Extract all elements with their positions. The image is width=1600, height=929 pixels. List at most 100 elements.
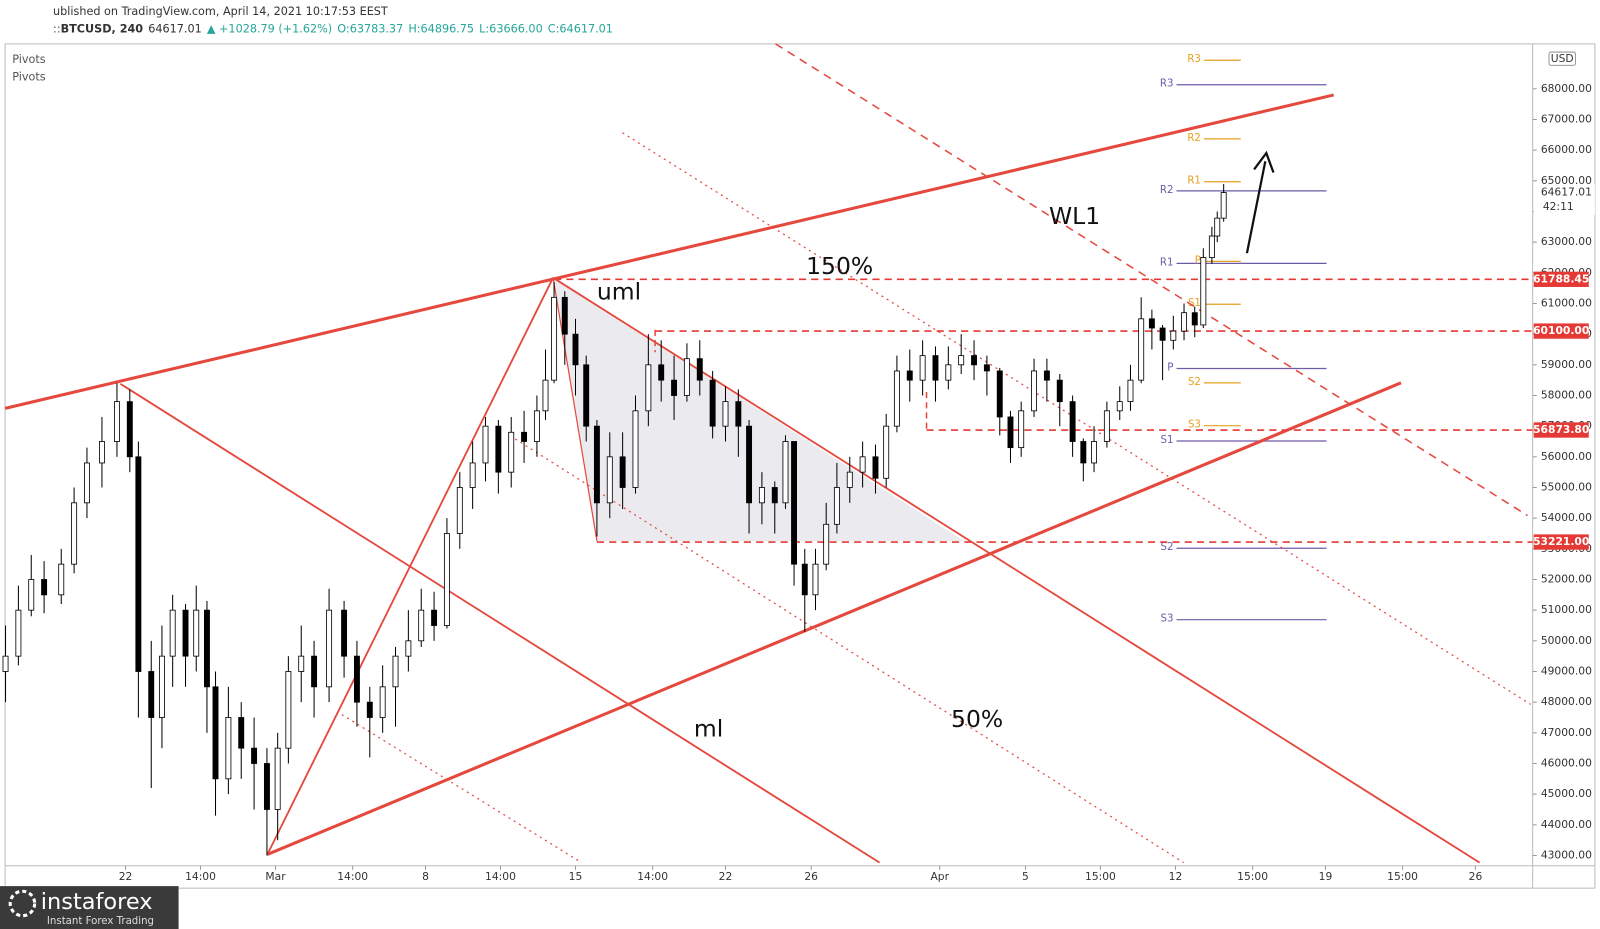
candle-body bbox=[456, 487, 463, 534]
y-tick-label: 55000.00 bbox=[1541, 480, 1592, 493]
candle-body bbox=[238, 717, 245, 749]
candle-body bbox=[182, 609, 189, 657]
y-tick-label: 58000.00 bbox=[1541, 388, 1592, 401]
pivot-label: R3 bbox=[1160, 79, 1174, 90]
candle-body bbox=[1138, 318, 1145, 381]
candle-body bbox=[148, 671, 155, 718]
candle-body bbox=[443, 533, 450, 626]
candle-body bbox=[135, 456, 142, 672]
x-tick-label: 12 bbox=[1169, 870, 1183, 883]
candle-body bbox=[671, 379, 678, 396]
upper-trendline bbox=[4, 93, 1335, 410]
candle-body bbox=[98, 441, 105, 464]
x-tick-label: 22 bbox=[119, 870, 133, 883]
x-tick-label: 14:00 bbox=[337, 870, 368, 883]
candle-body bbox=[285, 671, 292, 749]
candle-body bbox=[645, 364, 652, 412]
x-tick-label: 5 bbox=[1022, 870, 1029, 883]
candle-body bbox=[801, 563, 808, 596]
logo-tagline: Instant Forex Trading bbox=[47, 916, 154, 927]
candle-body bbox=[1191, 312, 1198, 326]
candle-body bbox=[169, 609, 176, 657]
candle-body bbox=[932, 355, 939, 381]
candle-body bbox=[1181, 312, 1187, 332]
candle-body bbox=[846, 471, 853, 488]
x-tick-label: 14:00 bbox=[637, 870, 668, 883]
y-tick-label: 63000.00 bbox=[1541, 235, 1592, 248]
candle-body bbox=[28, 579, 35, 611]
candle-body bbox=[353, 655, 360, 703]
candle-body bbox=[1056, 379, 1063, 403]
y-tick-label: 66000.00 bbox=[1541, 143, 1592, 156]
y-tick-label: 46000.00 bbox=[1541, 756, 1592, 769]
candle-body bbox=[1220, 192, 1227, 219]
logo-name: instaforex bbox=[41, 889, 153, 915]
candle-body bbox=[113, 401, 120, 442]
arrow-shaft bbox=[1245, 161, 1267, 254]
y-tick-label: 67000.00 bbox=[1541, 112, 1592, 125]
y-tick-label: 59000.00 bbox=[1541, 358, 1592, 371]
y-tick-label: 47000.00 bbox=[1541, 726, 1592, 739]
indicator-label: Pivots bbox=[12, 71, 46, 84]
pivot-label: S3 bbox=[1161, 614, 1174, 625]
candle-body bbox=[1103, 410, 1110, 442]
annotation: WL1 bbox=[1049, 202, 1100, 230]
candle-body bbox=[791, 441, 798, 565]
price-level-tag bbox=[1533, 323, 1589, 339]
candle-body bbox=[1031, 370, 1037, 412]
candle-body bbox=[542, 379, 549, 412]
currency-box bbox=[1548, 51, 1577, 66]
candle-body bbox=[326, 609, 333, 688]
candle-body bbox=[193, 609, 200, 657]
logo-icon bbox=[8, 889, 37, 918]
candle-body bbox=[722, 401, 729, 427]
y-tick-label: 50000.00 bbox=[1541, 634, 1592, 647]
candle-body bbox=[431, 609, 438, 626]
candle-body bbox=[782, 441, 789, 504]
candle-body bbox=[893, 370, 900, 427]
ohlc-close: C:64617.01 bbox=[548, 23, 613, 36]
x-tick-label: 19 bbox=[1319, 870, 1333, 883]
symbol-icon: :: bbox=[53, 23, 61, 36]
y-tick-label: 51000.00 bbox=[1541, 603, 1592, 616]
candle-body bbox=[658, 364, 665, 381]
candle-body bbox=[71, 502, 78, 565]
extension-line bbox=[341, 714, 582, 864]
symbol: BTCUSD, 240 bbox=[61, 23, 144, 36]
candle-body bbox=[771, 487, 778, 504]
candle-body bbox=[709, 379, 716, 427]
x-tick-label: 15 bbox=[569, 870, 583, 883]
candle-body bbox=[583, 364, 590, 427]
ohlc-open: O:63783.37 bbox=[337, 23, 403, 36]
change: ▲ +1028.79 (+1.62%) bbox=[207, 23, 332, 36]
triangle-edge bbox=[552, 277, 598, 542]
candle-body bbox=[508, 431, 515, 473]
candle-body bbox=[225, 717, 232, 780]
candle-body bbox=[1159, 327, 1166, 341]
y-tick-label: 49000.00 bbox=[1541, 664, 1592, 677]
pivot-label: S1 bbox=[1188, 298, 1201, 309]
candle-body bbox=[366, 701, 373, 718]
candle-body bbox=[1080, 441, 1087, 464]
price-level-label: 53221.00 bbox=[1533, 535, 1589, 548]
candle-body bbox=[632, 410, 639, 488]
price-level-tag bbox=[1533, 422, 1589, 438]
candle-body bbox=[758, 487, 765, 504]
ohlc-low: L:63666.00 bbox=[479, 23, 543, 36]
candle-body bbox=[469, 462, 476, 488]
last-price-label: 64617.01 bbox=[1541, 186, 1592, 199]
candle-body bbox=[958, 355, 965, 366]
published-note: ublished on TradingView.com, April 14, 2… bbox=[53, 5, 388, 18]
candle-body bbox=[2, 655, 9, 672]
candle-body bbox=[971, 355, 978, 366]
panel-frame bbox=[4, 43, 1596, 889]
x-tick-label: 26 bbox=[1469, 870, 1483, 883]
price-level-tag bbox=[1533, 534, 1589, 550]
candle-body bbox=[341, 609, 348, 657]
candle-body bbox=[58, 563, 65, 596]
candle-body bbox=[606, 456, 613, 504]
annotation: uml bbox=[597, 277, 641, 305]
candle-body bbox=[823, 523, 830, 565]
ohlc-high: H:64896.75 bbox=[408, 23, 474, 36]
pivot-label: S2 bbox=[1161, 542, 1174, 553]
